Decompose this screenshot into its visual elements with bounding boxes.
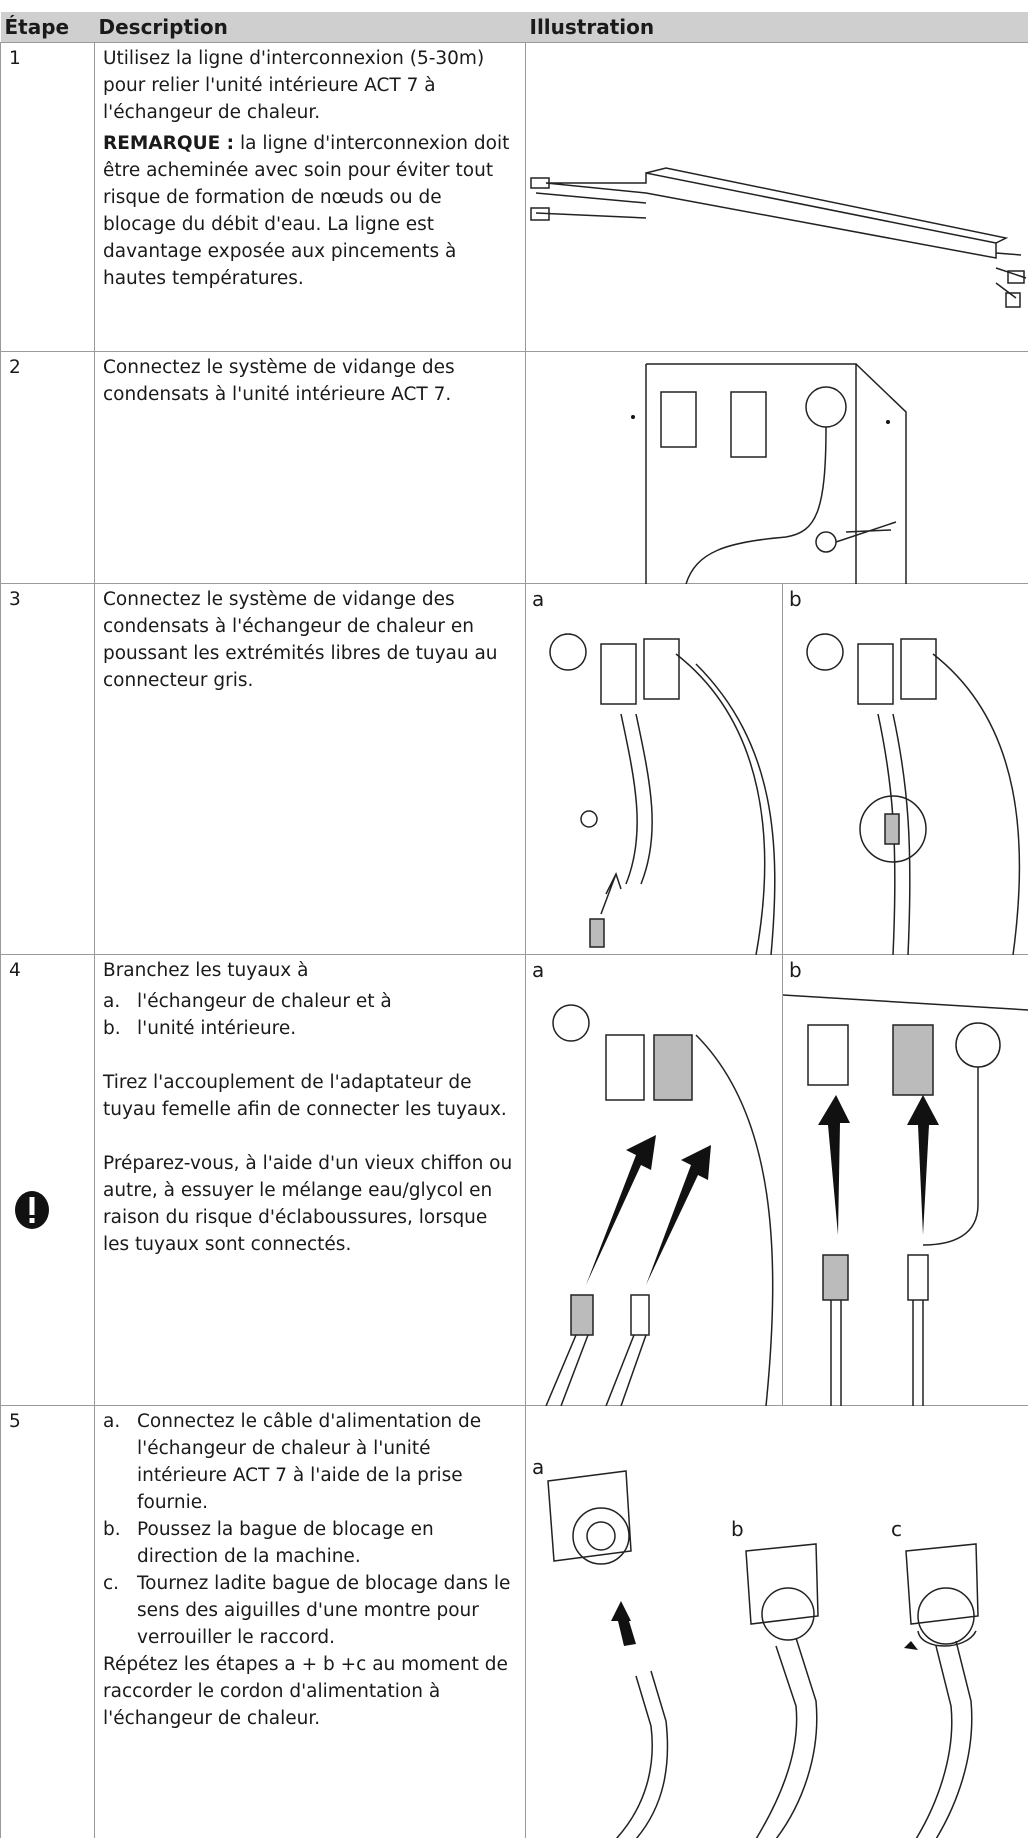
steps-table: Étape Description Illustration 1 Utilise… xyxy=(0,12,1028,1838)
pipe-drawing xyxy=(530,167,1027,308)
step: 1 xyxy=(0,42,95,352)
row: 2 Connectez le système de vidange des co… xyxy=(0,351,1028,584)
list-item: c. Tournez ladite bague de blocage dans l… xyxy=(103,1570,517,1651)
row: 1 Utilisez la ligne d'interconnexion (5-… xyxy=(0,42,1028,352)
label: b xyxy=(731,1517,744,1541)
marker: c. xyxy=(103,1573,120,1594)
description: Utilisez la ligne d'interconnexion (5-30… xyxy=(94,42,526,352)
warning-icon xyxy=(15,1191,49,1229)
illustration xyxy=(524,42,1028,352)
label: a xyxy=(532,587,545,611)
step: 5 xyxy=(0,1405,95,1838)
description: a. Connectez le câble d'alimentation de l… xyxy=(94,1405,526,1838)
condensate-drawing xyxy=(806,633,1021,955)
description: Connectez le système de vidange des cond… xyxy=(94,351,526,584)
text: Tirez l'accouplement de l'adaptateur de … xyxy=(103,1072,507,1120)
description: Connectez le système de vidange des cond… xyxy=(94,583,526,955)
row: 3 Connectez le système de vidange des co… xyxy=(0,583,1028,955)
illustration: b xyxy=(781,583,1028,955)
marker: a. xyxy=(103,991,121,1012)
plug-drawing xyxy=(547,1470,979,1838)
row: 5 a. Connectez le câble d'alimentation de… xyxy=(0,1405,1028,1838)
document: Étape Description Illustration 1 Utilise… xyxy=(0,12,1028,1838)
note: REMARQUE : la ligne d'interconnexion doi… xyxy=(103,130,517,292)
step: 3 xyxy=(0,583,95,955)
label: c xyxy=(891,1517,902,1541)
item-text: Poussez la bague de blocage en direction… xyxy=(137,1519,434,1567)
illustration xyxy=(524,351,1028,584)
item-text: Connectez le câble d'alimentation de l'é… xyxy=(137,1411,482,1513)
illustration: a b c xyxy=(524,1405,1028,1838)
illustration: a xyxy=(525,583,783,955)
label: b xyxy=(789,587,802,611)
header-cell: Illustration xyxy=(525,12,1028,43)
list-item: b. l'unité intérieure. xyxy=(103,1015,517,1042)
warning: Préparez-vous, à l'aide d'un vieux chiff… xyxy=(103,1153,513,1255)
marker: b. xyxy=(103,1018,121,1039)
note-label: REMARQUE : xyxy=(103,133,235,154)
item-text: Tournez ladite bague de blocage dans le … xyxy=(137,1573,511,1648)
marker: b. xyxy=(103,1519,121,1540)
list-item: b. Poussez la bague de blocage en directi… xyxy=(103,1516,517,1570)
step: 4 xyxy=(0,954,95,1406)
list-item: a. Connectez le câble d'alimentation de l… xyxy=(103,1408,517,1516)
text: Connectez le système de vidange des cond… xyxy=(103,357,455,405)
label: b xyxy=(789,958,802,982)
header-cell: Description xyxy=(94,12,526,43)
description: Branchez les tuyaux à a. l'échangeur de c… xyxy=(94,954,526,1406)
row: 4 Branchez les tuyaux à a. l'échangeur de… xyxy=(0,954,1028,1406)
item-text: l'échangeur de chaleur et à xyxy=(137,991,392,1012)
illustration: b xyxy=(781,954,1028,1406)
label: a xyxy=(532,958,545,982)
item-text: l'unité intérieure. xyxy=(137,1018,297,1039)
text: Utilisez la ligne d'interconnexion (5-30… xyxy=(103,48,485,123)
step: 2 xyxy=(0,351,95,584)
text: Répétez les étapes a + b +c au moment de… xyxy=(103,1654,508,1729)
text: Branchez les tuyaux à xyxy=(103,960,309,981)
label: a xyxy=(532,1455,545,1479)
hose-drawing xyxy=(545,1004,774,1406)
condensate-drawing xyxy=(549,633,776,955)
marker: a. xyxy=(103,1411,121,1432)
illustration: a xyxy=(525,954,783,1406)
header-cell: Étape xyxy=(0,12,95,43)
hose-drawing xyxy=(783,994,1028,1406)
text: Connectez le système de vidange des cond… xyxy=(103,589,498,691)
header-row: Étape Description Illustration xyxy=(0,12,1028,43)
list-item: a. l'échangeur de chaleur et à xyxy=(103,988,517,1015)
drain-drawing xyxy=(631,363,907,584)
note-text: la ligne d'interconnexion doit être ache… xyxy=(103,133,510,289)
